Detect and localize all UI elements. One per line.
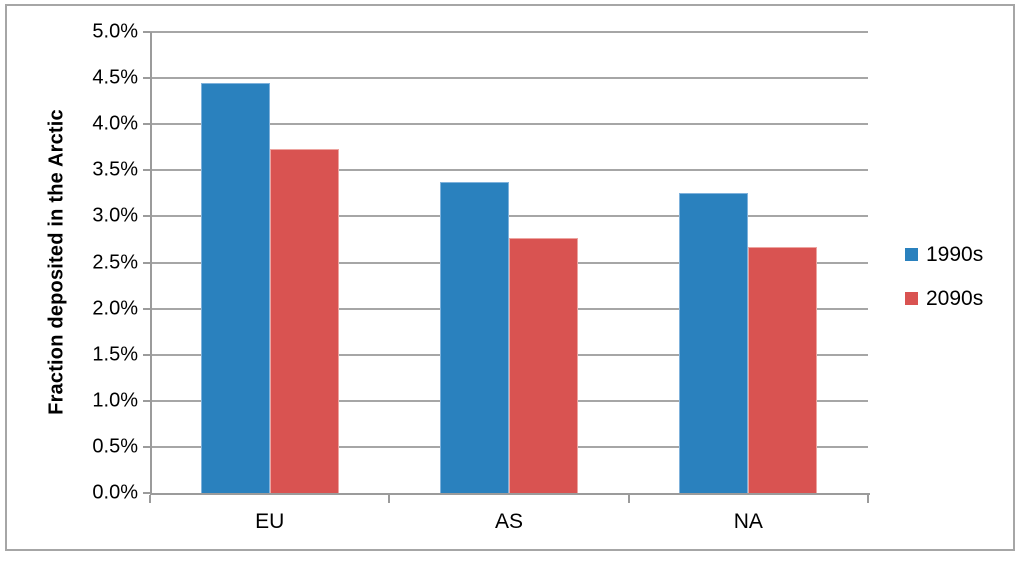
y-tick-label: 0.0% (92, 481, 138, 504)
y-tick-mark (143, 169, 150, 172)
y-tick-label: 0.5% (92, 435, 138, 458)
y-tick-mark (143, 399, 150, 402)
legend-swatch-1990s (905, 248, 918, 261)
y-tick-label: 4.5% (92, 66, 138, 89)
gridline-5.0% (150, 31, 868, 33)
y-tick-label: 1.0% (92, 389, 138, 412)
gridline-3.0% (150, 215, 868, 218)
y-tick-label: 2.5% (92, 251, 138, 273)
x-category-label-NA: NA (733, 510, 763, 533)
y-tick-mark (143, 445, 150, 448)
legend-item-series-2: 2090s (905, 288, 983, 309)
y-tick-label: 5.0% (92, 20, 138, 43)
y-tick-mark (143, 492, 150, 494)
y-tick-mark (143, 353, 150, 356)
bar-AS-1990s (440, 182, 509, 493)
y-tick-label: 3.0% (92, 204, 138, 227)
bar-EU-1990s (200, 82, 270, 493)
gridline-4.5% (150, 77, 868, 80)
x-axis-line (150, 493, 870, 495)
y-tick-mark (143, 31, 150, 33)
y-tick-label: 3.5% (92, 158, 138, 181)
bar-NA-2090s (748, 246, 818, 493)
plot-area (150, 31, 868, 493)
legend-swatch-2090s (905, 292, 918, 305)
y-tick-mark (143, 307, 150, 310)
y-tick-label: 4.0% (92, 112, 138, 135)
x-tick-mark (627, 495, 630, 503)
y-tick-label: 1.5% (92, 343, 138, 366)
legend-label-1990s: 1990s (926, 243, 984, 266)
legend-label-2090s: 2090s (926, 287, 984, 310)
bar-EU-2090s (269, 149, 339, 493)
x-category-label-EU: EU (255, 510, 285, 533)
bar-NA-1990s (679, 193, 749, 493)
legend-item-series-1: 1990s (905, 244, 983, 265)
x-tick-mark (149, 495, 151, 503)
bar-AS-2090s (509, 237, 578, 493)
y-axis-title: Fraction deposited in the Arctic (45, 109, 68, 415)
x-tick-mark (388, 495, 391, 503)
y-tick-mark (143, 261, 150, 264)
x-tick-mark (867, 495, 869, 503)
y-tick-mark (143, 77, 150, 80)
x-category-label-AS: AS (494, 510, 524, 533)
y-tick-mark (143, 123, 150, 126)
y-tick-mark (143, 215, 150, 218)
legend: 1990s 2090s (905, 244, 983, 332)
gridline-4.0% (150, 123, 868, 126)
y-tick-label: 2.0% (92, 297, 138, 320)
y-axis-line (150, 32, 152, 493)
gridline-3.5% (150, 169, 868, 172)
